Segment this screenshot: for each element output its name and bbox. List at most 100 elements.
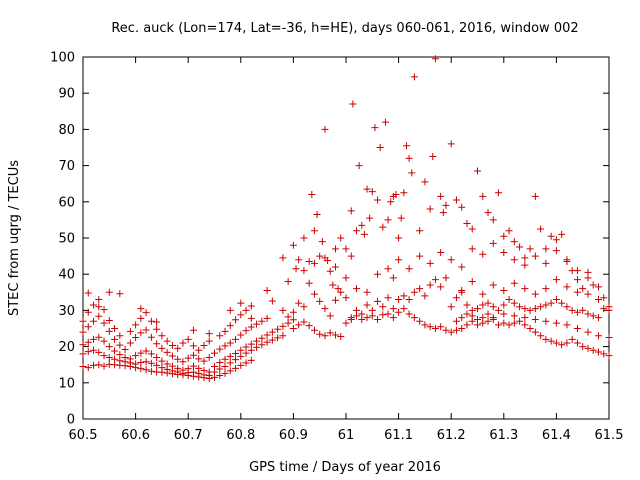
data-point [363, 314, 371, 322]
data-point [426, 259, 434, 267]
data-point [284, 313, 292, 321]
data-point [321, 305, 329, 313]
data-point [429, 153, 437, 161]
data-point [589, 346, 597, 354]
data-point [216, 372, 224, 380]
data-point [568, 335, 576, 343]
data-point [90, 317, 98, 325]
data-point [468, 245, 476, 253]
data-point [474, 315, 481, 323]
data-point [389, 274, 397, 282]
data-point [384, 310, 392, 318]
data-point [400, 292, 408, 300]
x-axis: 60.5 60.6 60.7 60.8 60.9 61 61.1 61.2 61.3 61.4 61… [69, 57, 623, 443]
data-point [421, 321, 429, 329]
data-point [90, 361, 98, 369]
data-point [521, 321, 529, 329]
data-point [308, 191, 316, 199]
data-point [479, 301, 487, 309]
data-point [321, 332, 329, 340]
data-point [516, 303, 524, 311]
data-point [387, 198, 395, 206]
data-point [232, 364, 240, 372]
data-point [500, 232, 508, 240]
data-point [437, 248, 445, 256]
data-point [216, 332, 224, 340]
data-point [400, 305, 408, 313]
data-point [484, 310, 492, 318]
data-point [174, 364, 182, 372]
data-point [542, 317, 550, 325]
data-point [510, 319, 518, 327]
data-point [216, 365, 224, 373]
data-point [516, 317, 524, 325]
data-point [253, 320, 261, 328]
data-point [313, 210, 321, 218]
data-point [232, 316, 240, 324]
x-tick-label: 61.3 [489, 428, 518, 443]
y-tick-label: 20 [58, 340, 75, 355]
data-point [279, 306, 287, 314]
data-point [537, 303, 545, 311]
data-point [318, 238, 326, 246]
data-point [279, 254, 287, 262]
data-point [526, 245, 534, 253]
data-point [305, 322, 313, 330]
data-point [410, 314, 418, 322]
data-point [221, 363, 229, 371]
data-point [247, 302, 255, 310]
data-point [90, 346, 98, 354]
data-point [474, 305, 481, 313]
data-point [316, 330, 324, 338]
data-point [221, 342, 229, 350]
data-point [563, 303, 571, 311]
data-point [416, 227, 424, 235]
data-point [579, 343, 587, 351]
data-point [563, 339, 571, 347]
data-point [242, 306, 250, 314]
x-tick-label: 60.5 [69, 428, 98, 443]
y-tick-label: 0 [67, 413, 75, 428]
data-point [137, 349, 145, 357]
data-point [242, 343, 250, 351]
data-point [584, 344, 592, 352]
data-point [489, 216, 497, 224]
data-point [374, 315, 382, 323]
data-point [168, 342, 176, 350]
data-point [90, 335, 98, 343]
x-tick-label: 60.8 [226, 428, 255, 443]
data-point [79, 328, 87, 336]
data-point [329, 281, 337, 289]
data-point [126, 327, 134, 335]
data-point [95, 333, 103, 341]
x-tick-label: 61 [338, 428, 355, 443]
data-point [158, 364, 166, 372]
data-point [84, 308, 92, 316]
data-point [316, 297, 324, 305]
data-point [79, 317, 87, 325]
data-point [447, 256, 455, 264]
data-point [397, 214, 405, 222]
data-point [563, 258, 571, 266]
data-point [179, 339, 187, 347]
data-point [358, 315, 366, 323]
data-point [584, 268, 592, 276]
data-point [605, 334, 613, 342]
data-point [594, 348, 602, 356]
data-point [226, 352, 234, 360]
data-point [542, 335, 550, 343]
data-point [105, 327, 113, 335]
data-point [547, 232, 555, 240]
data-point [189, 351, 197, 359]
data-point [195, 364, 203, 372]
x-tick-label: 61.2 [437, 428, 466, 443]
data-point [300, 234, 308, 242]
data-point [168, 352, 176, 360]
data-point [379, 223, 387, 231]
y-tick-label: 70 [58, 159, 75, 174]
data-point [205, 353, 213, 361]
data-point [253, 343, 261, 351]
data-point [489, 314, 497, 322]
data-point [242, 349, 250, 357]
data-point [237, 299, 245, 307]
